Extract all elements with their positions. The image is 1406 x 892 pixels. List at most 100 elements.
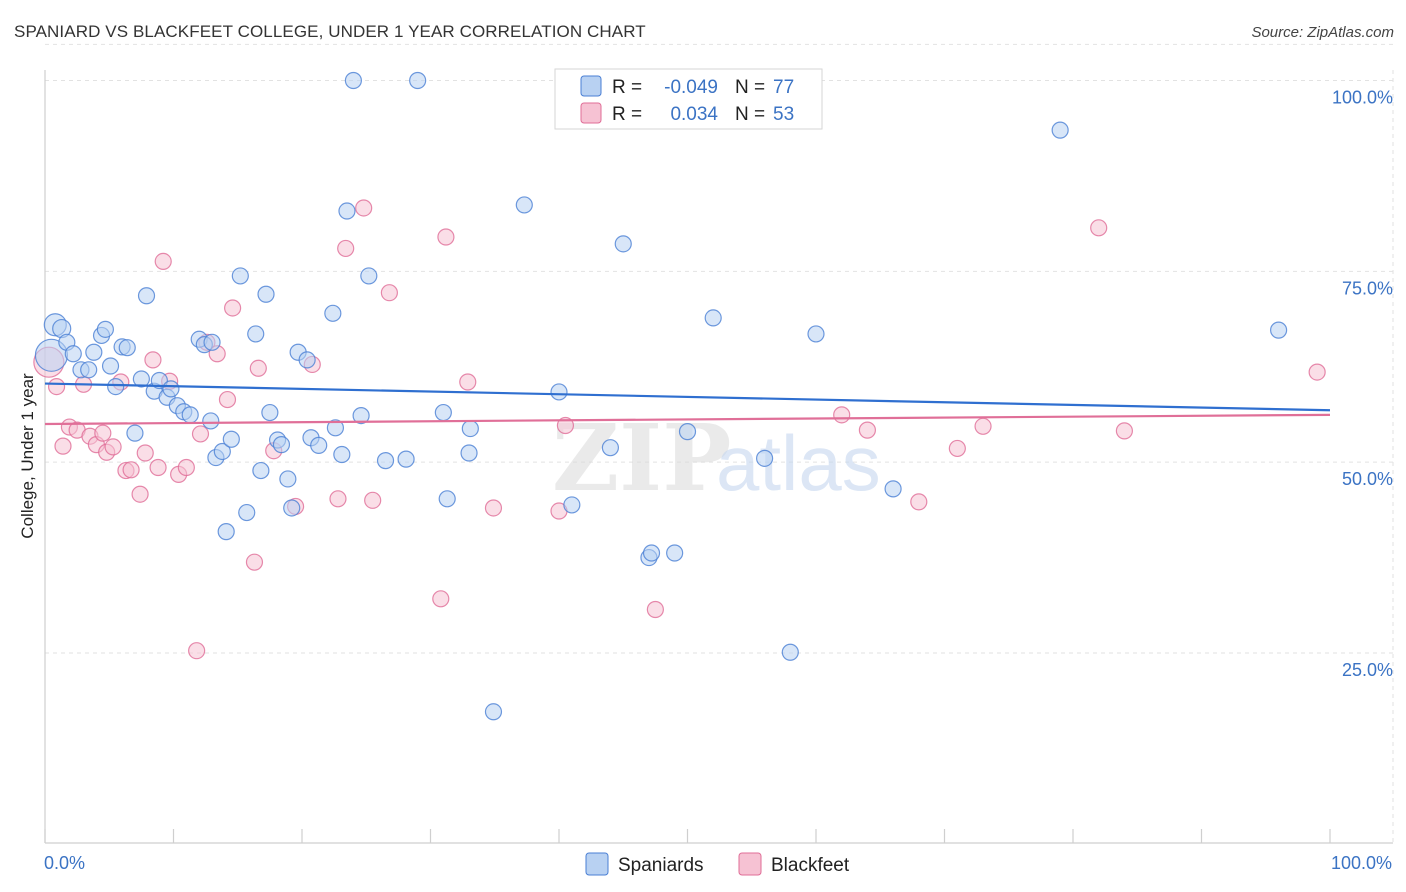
- spaniards-point: [217, 523, 235, 541]
- y-axis-title: College, Under 1 year: [18, 373, 37, 539]
- spaniards-point: [310, 436, 328, 454]
- bottom-legend-label-blackfeet: Blackfeet: [771, 855, 850, 876]
- series-legend: Spaniards Blackfeet: [585, 852, 850, 876]
- blackfeet-point: [144, 351, 162, 369]
- spaniards-point: [704, 309, 722, 327]
- spaniards-point: [283, 499, 301, 517]
- spaniards-point: [247, 325, 265, 343]
- spaniards-point: [257, 285, 275, 303]
- spaniards-point: [126, 424, 144, 442]
- spaniards-point: [202, 412, 220, 430]
- spaniards-point: [238, 503, 256, 522]
- trend-lines: [44, 382, 1331, 426]
- spaniards-point: [137, 287, 156, 305]
- blackfeet-point: [858, 421, 877, 439]
- spaniards-point: [344, 71, 362, 90]
- spaniards-point: [231, 267, 249, 285]
- blackfeet-point: [432, 590, 450, 608]
- spaniards-point: [515, 196, 533, 214]
- blackfeet-point: [337, 239, 355, 258]
- blackfeet-point: [459, 373, 477, 391]
- blackfeet-point: [910, 493, 928, 511]
- legend-n-label: N =: [735, 104, 765, 125]
- spaniards-point: [203, 333, 221, 351]
- spaniards-point: [64, 345, 82, 363]
- blackfeet-point: [1090, 219, 1108, 237]
- x-tick-label-min: 0.0%: [44, 853, 85, 873]
- spaniards-point: [614, 235, 632, 253]
- spaniards-point: [678, 423, 697, 441]
- blackfeet-point: [437, 228, 455, 246]
- spaniards-point: [601, 439, 620, 457]
- spaniards-point: [80, 361, 98, 379]
- spaniards-point: [333, 445, 351, 464]
- spaniards-point: [438, 490, 456, 508]
- spaniards-point: [118, 339, 136, 357]
- spaniards-point: [261, 403, 279, 422]
- spaniards-point: [272, 436, 291, 454]
- blackfeet-point: [154, 252, 172, 271]
- spaniards-point: [884, 480, 902, 498]
- blackfeet-point: [218, 390, 237, 409]
- spaniards-point: [352, 407, 370, 425]
- spaniards-point: [132, 370, 150, 388]
- y-tick-label: 50.0%: [1342, 469, 1393, 489]
- bottom-legend-swatch-blackfeet: [738, 852, 762, 876]
- blackfeet-point: [355, 199, 373, 217]
- blackfeet-point: [646, 600, 664, 619]
- spaniards-point: [150, 371, 168, 390]
- watermark-atlas: atlas: [716, 419, 881, 507]
- blackfeet-point: [833, 406, 851, 424]
- spaniards-point: [324, 304, 342, 322]
- spaniards-point: [96, 320, 114, 338]
- spaniards-points: [34, 71, 1288, 721]
- spaniards-point: [162, 380, 180, 398]
- chart-title: SPANIARD VS BLACKFEET COLLEGE, UNDER 1 Y…: [14, 22, 646, 41]
- spaniards-point: [376, 452, 395, 470]
- legend-n-value: 77: [773, 77, 794, 98]
- spaniards-point: [461, 419, 479, 438]
- blackfeet-point: [131, 485, 149, 503]
- spaniards-point: [107, 377, 125, 396]
- blackfeet-point: [54, 437, 72, 455]
- legend-r-value: 0.034: [670, 104, 718, 125]
- spaniards-point: [252, 461, 270, 480]
- legend-r-label: R =: [612, 77, 642, 98]
- x-tick-label-max: 100.0%: [1331, 853, 1392, 873]
- spaniards-point: [807, 325, 825, 343]
- blackfeet-trend-line: [44, 413, 1331, 426]
- legend-swatch-spaniards: [580, 75, 602, 97]
- y-tick-label: 100.0%: [1332, 88, 1393, 108]
- blackfeet-point: [149, 458, 167, 477]
- blackfeet-point: [249, 359, 267, 377]
- spaniards-point: [213, 442, 231, 461]
- blackfeet-point: [974, 417, 992, 435]
- blackfeet-point: [245, 553, 264, 571]
- blackfeet-point: [191, 425, 210, 443]
- watermark-zip: ZIP: [552, 404, 731, 512]
- spaniards-point: [85, 343, 103, 361]
- grid-lines: [45, 43, 1394, 843]
- legend-n-value: 53: [773, 104, 794, 125]
- spaniards-point: [550, 383, 568, 401]
- blackfeet-point: [47, 377, 66, 396]
- blackfeet-point: [329, 490, 347, 508]
- spaniards-point: [460, 444, 478, 462]
- spaniards-point: [360, 267, 378, 285]
- spaniards-point: [563, 496, 581, 514]
- y-tick-label: 25.0%: [1342, 660, 1393, 680]
- blackfeet-point: [1115, 422, 1134, 440]
- y-tick-label: 75.0%: [1342, 278, 1393, 298]
- spaniards-point: [1269, 321, 1288, 339]
- spaniards-point: [484, 703, 503, 721]
- legend-n-label: N =: [735, 77, 765, 98]
- blackfeet-point: [188, 642, 206, 660]
- legend-r-label: R =: [612, 104, 642, 125]
- bottom-legend-label-spaniards: Spaniards: [618, 855, 704, 876]
- spaniards-trend-line: [44, 382, 1331, 412]
- spaniards-point: [397, 450, 415, 468]
- blackfeet-point: [948, 439, 966, 458]
- blackfeet-point: [122, 461, 140, 479]
- blackfeet-point: [380, 284, 398, 302]
